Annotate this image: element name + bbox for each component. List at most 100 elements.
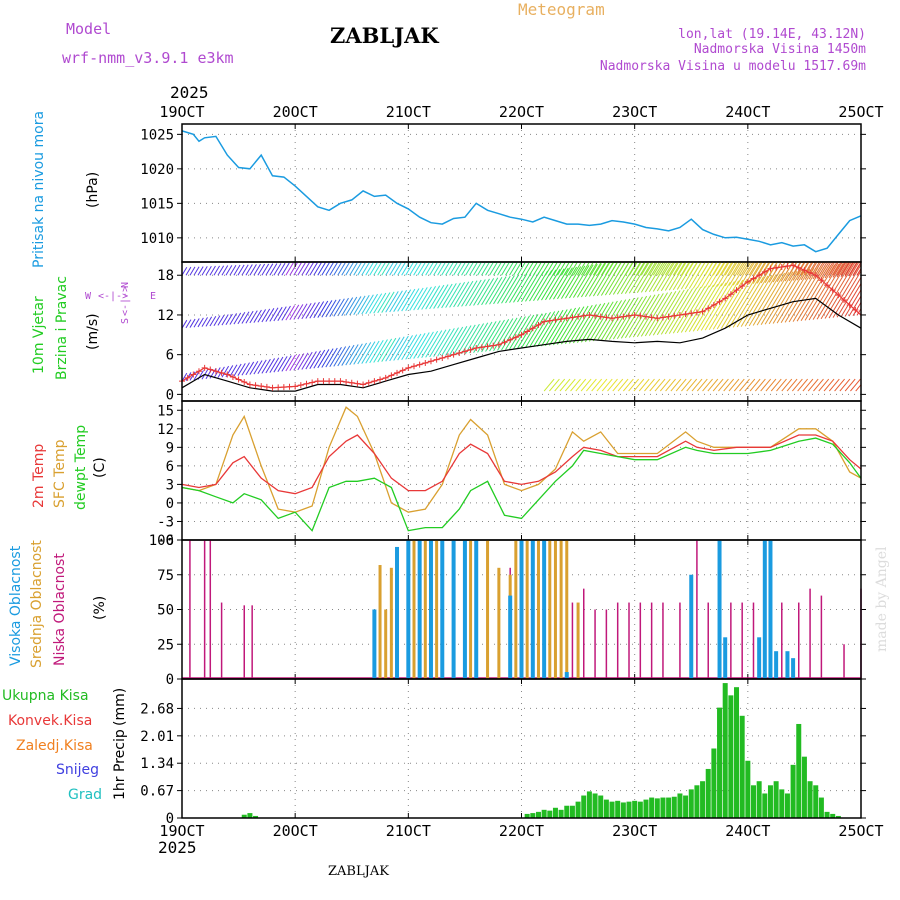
x-tick-label: 19OCT	[159, 103, 204, 121]
mid-cloud-bar	[565, 540, 569, 679]
wind-barb	[844, 262, 855, 277]
wind-barb	[377, 292, 391, 314]
wind-barb	[601, 378, 613, 392]
wind-barb	[596, 378, 608, 392]
precip-bar	[688, 789, 694, 818]
wind-barb	[584, 262, 607, 297]
wind-barb	[309, 262, 319, 276]
wind-barb	[648, 262, 658, 276]
wind-barb	[668, 262, 678, 276]
wind-barb	[273, 263, 282, 276]
mid-cloud-bar	[389, 567, 393, 679]
wind-subtitle: Brzina i Pravac	[54, 276, 70, 380]
y-tick-label: 0	[166, 387, 174, 403]
footer-station: ZABLJAK	[328, 864, 389, 879]
wind-barb	[397, 335, 413, 361]
wind-barb	[776, 268, 811, 324]
precip-bar	[801, 756, 807, 818]
precip-bar	[547, 810, 553, 818]
wind-barb	[229, 364, 238, 377]
y-tick-label: -3	[157, 514, 174, 530]
wind-barb	[517, 262, 527, 276]
wind-barb	[353, 342, 367, 365]
wind-barb	[604, 262, 626, 296]
wind-barb	[385, 262, 395, 276]
wind-barb	[792, 262, 805, 281]
wind-barb	[828, 262, 838, 276]
wind-barb	[241, 362, 250, 376]
wind-barb	[654, 378, 666, 392]
wind-speed-marker	[303, 380, 310, 387]
wind-barb	[672, 262, 682, 276]
wind-barb	[656, 289, 685, 336]
wind-speed-marker	[801, 267, 808, 274]
wind-barb	[337, 297, 349, 317]
y-tick-label: 6	[166, 459, 174, 475]
wind-barb	[638, 378, 650, 392]
wind-barb	[237, 312, 246, 325]
wind-speed-marker	[654, 315, 661, 322]
wind-barb	[441, 262, 451, 276]
wind-barb	[572, 262, 582, 276]
wind-speed-marker	[467, 346, 474, 353]
mid-cloud-bar	[559, 540, 563, 679]
wind-barb	[373, 292, 387, 314]
wind-barb	[616, 296, 643, 339]
wind-barb	[664, 288, 694, 335]
wind-barb	[225, 265, 233, 276]
precip-bar	[745, 760, 751, 818]
precip-bar	[824, 811, 830, 818]
wind-barb	[385, 291, 399, 313]
wind-barb	[521, 262, 531, 276]
wind-speed-marker	[518, 331, 525, 338]
wind-barb	[592, 300, 618, 342]
wind-barb	[441, 283, 457, 309]
precip-bar	[649, 797, 655, 818]
precip-bar	[717, 707, 723, 818]
wind-speed-marker	[676, 311, 683, 318]
wind-barb	[285, 305, 296, 321]
mid-cloud-bar	[378, 565, 382, 679]
wind-barb	[828, 262, 840, 278]
wind-speed-marker	[818, 277, 825, 284]
wind-speed-marker	[835, 292, 842, 299]
wind-barb	[802, 378, 814, 392]
wind-barb	[513, 262, 523, 276]
wind-barb	[449, 262, 459, 276]
wind-speed-marker	[807, 269, 814, 276]
precip-bar	[666, 797, 672, 818]
wind-barb	[733, 378, 745, 392]
wind-barb	[233, 264, 241, 276]
wind-barb	[265, 358, 276, 374]
wind-barb	[413, 262, 423, 276]
wind-barb	[457, 262, 467, 276]
wind-barb	[649, 378, 661, 392]
high-cloud-bar	[428, 540, 433, 679]
pressure-title: Pritisak na nivou mora	[31, 111, 47, 268]
wind-barb	[293, 353, 305, 371]
wind-barb	[644, 291, 673, 337]
wind-barb	[473, 262, 483, 276]
high-cloud-bar	[372, 609, 377, 679]
x-tick-label: 21OCT	[386, 103, 431, 121]
wind-barb	[712, 262, 722, 276]
wind-barb	[628, 378, 640, 392]
wind-barb	[784, 267, 819, 323]
wind-barb	[545, 268, 565, 301]
precip-bar	[586, 791, 592, 818]
wind-speed-marker	[365, 379, 372, 386]
wind-barb	[445, 326, 464, 356]
wind-speed-marker	[490, 342, 497, 349]
wind-gust-line	[181, 297, 862, 392]
wind-barb	[708, 280, 740, 331]
wind-barb	[545, 309, 568, 346]
wind-speed-marker	[399, 367, 406, 374]
wind-barb	[477, 278, 495, 306]
wind-barb	[325, 299, 337, 318]
high-cloud-bar	[451, 540, 456, 679]
wind-barb	[570, 378, 581, 392]
wind-speed-marker	[733, 287, 740, 294]
wind-speed-marker	[252, 382, 259, 389]
x-tick-label: 20OCT	[273, 822, 318, 840]
